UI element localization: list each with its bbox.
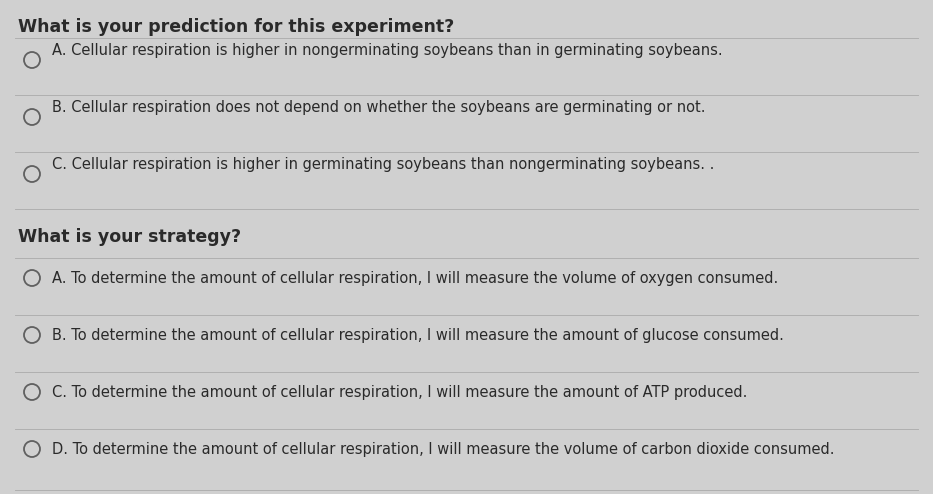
Text: A. To determine the amount of cellular respiration, I will measure the volume of: A. To determine the amount of cellular r… — [52, 271, 778, 286]
Text: B. Cellular respiration does not depend on whether the soybeans are germinating : B. Cellular respiration does not depend … — [52, 99, 705, 115]
Text: C. Cellular respiration is higher in germinating soybeans than nongerminating so: C. Cellular respiration is higher in ger… — [52, 157, 715, 171]
Text: B. To determine the amount of cellular respiration, I will measure the amount of: B. To determine the amount of cellular r… — [52, 328, 784, 342]
Text: What is your strategy?: What is your strategy? — [18, 228, 241, 246]
Text: C. To determine the amount of cellular respiration, I will measure the amount of: C. To determine the amount of cellular r… — [52, 384, 747, 400]
Text: What is your prediction for this experiment?: What is your prediction for this experim… — [18, 18, 454, 36]
Text: D. To determine the amount of cellular respiration, I will measure the volume of: D. To determine the amount of cellular r… — [52, 442, 834, 456]
Text: A. Cellular respiration is higher in nongerminating soybeans than in germinating: A. Cellular respiration is higher in non… — [52, 42, 723, 57]
